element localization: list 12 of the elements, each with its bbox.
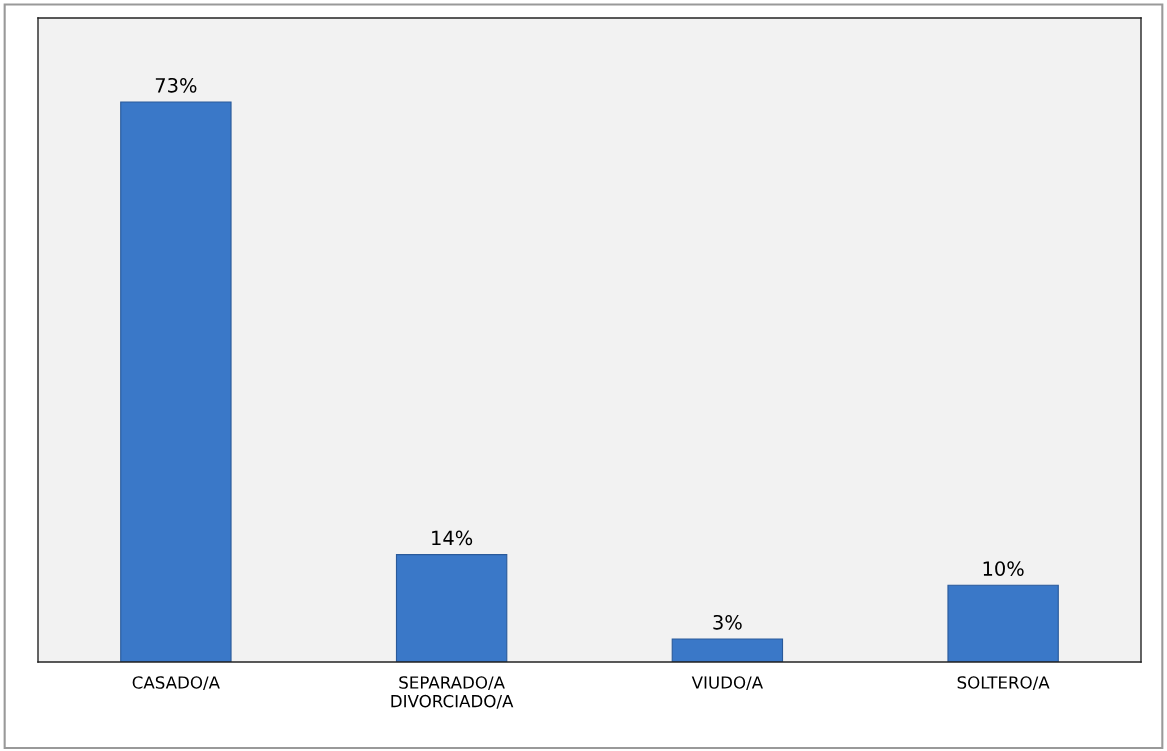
bar	[947, 584, 1059, 662]
data-label: 10%	[983, 561, 1024, 576]
data-label: 3%	[713, 614, 742, 630]
data-label: 14%	[432, 530, 473, 546]
x-tick-label: SEPARADO/A DIVORCIADO/A	[391, 676, 514, 709]
x-tick-label: VIUDO/A	[691, 676, 763, 691]
x-tick-label: CASADO/A	[132, 676, 220, 691]
x-tick-label: SOLTERO/A	[957, 676, 1050, 691]
bar	[120, 101, 232, 662]
bar	[395, 554, 508, 662]
data-label: 73%	[155, 77, 197, 93]
bar	[671, 638, 784, 662]
